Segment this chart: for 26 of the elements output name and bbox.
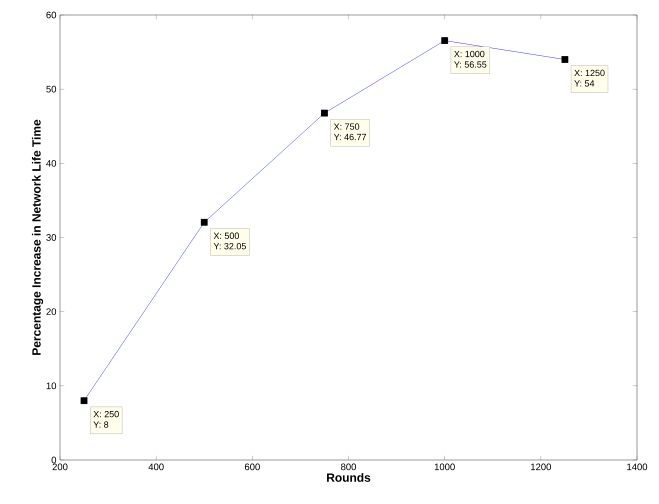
x-tick-label: 600	[244, 464, 260, 470]
annotation: X: 1000	[454, 50, 484, 58]
y-tick-label: 30	[46, 234, 56, 241]
annotation: X: 500	[214, 232, 240, 239]
annotation: Y: 32.05	[214, 243, 246, 250]
annotation: Y: 54	[574, 80, 594, 87]
x-tick-label: 800	[341, 464, 356, 470]
x-tick-label: 400	[148, 464, 164, 470]
annotation: X: 1250	[574, 70, 605, 76]
annotation: Y: 56.55	[454, 61, 486, 68]
annotation: X: 750	[334, 123, 360, 130]
y-tick-label: 60	[46, 12, 56, 18]
annotation: Y: 46.77	[334, 134, 366, 140]
x-tick-label: 1000	[434, 464, 455, 470]
y-tick-label: 10	[46, 382, 56, 390]
y-tick-label: 0	[52, 456, 56, 464]
y-tick-label: 20	[46, 308, 56, 316]
y-axis-title: Percentage Increase in Network Life Time	[32, 120, 44, 355]
y-tick-label: 50	[46, 86, 56, 93]
x-axis-title: Rounds	[327, 473, 370, 482]
y-tick-label: 40	[46, 160, 56, 167]
annotation: Y: 8	[93, 421, 108, 428]
x-tick-label: 200	[52, 464, 68, 470]
annotation: X: 250	[93, 410, 119, 418]
x-tick-label: 1200	[531, 464, 551, 470]
x-tick-label: 1400	[627, 464, 648, 470]
